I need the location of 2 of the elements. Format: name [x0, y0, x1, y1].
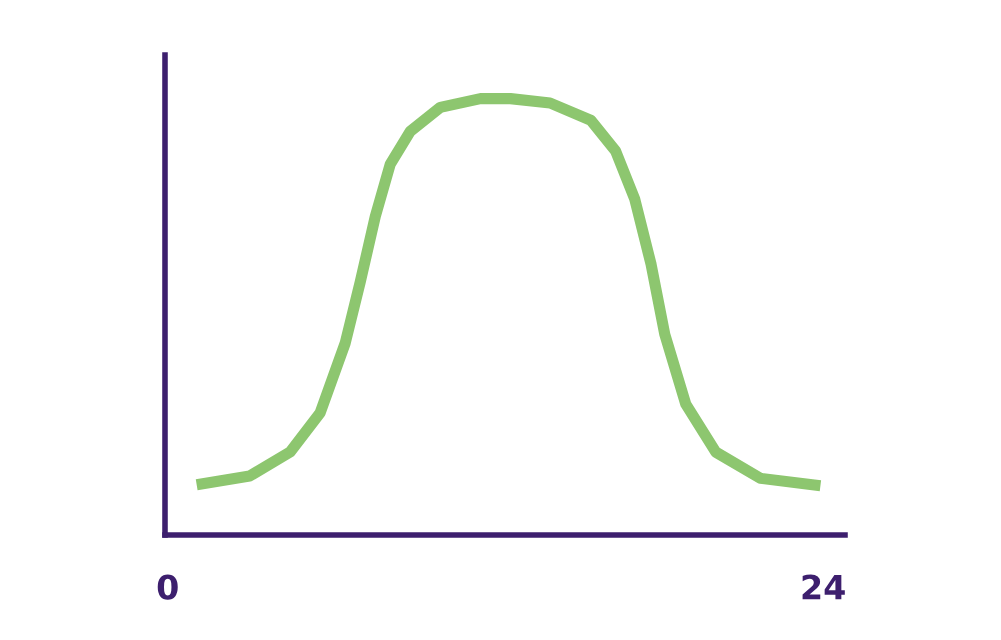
x-tick-label: 0: [157, 574, 178, 600]
x-tick-label: 24: [802, 574, 845, 600]
